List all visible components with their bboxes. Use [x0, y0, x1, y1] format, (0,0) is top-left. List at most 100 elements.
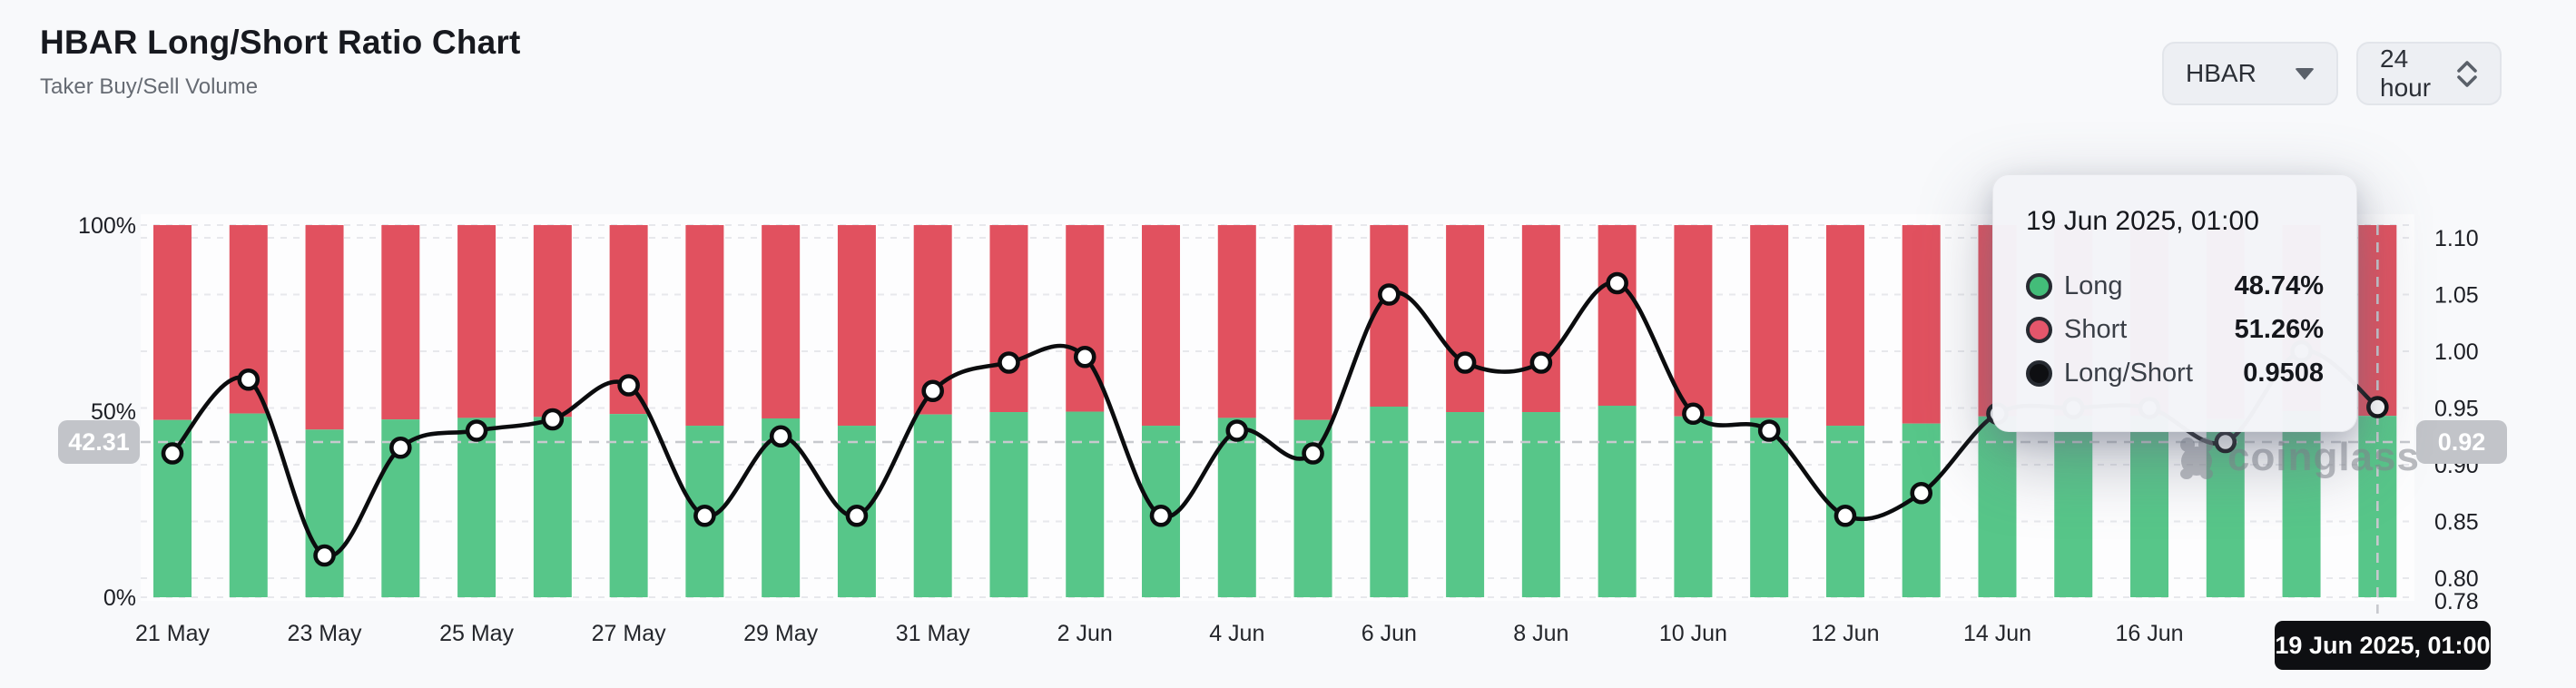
chart-header: HBAR Long/Short Ratio Chart Taker Buy/Se…: [40, 24, 521, 100]
bar-short[interactable]: [989, 225, 1028, 413]
bar-long[interactable]: [533, 417, 572, 597]
bar-long[interactable]: [305, 429, 344, 597]
tooltip-row-short: Short 51.26%: [2026, 315, 2324, 345]
ratio-marker[interactable]: [1378, 283, 1401, 306]
chart-controls: HBAR 24 hour: [2162, 42, 2502, 105]
bar-short[interactable]: [1674, 225, 1713, 417]
bar-long[interactable]: [1370, 406, 1409, 597]
bar-long[interactable]: [1978, 416, 2017, 597]
bar-short[interactable]: [1902, 225, 1941, 424]
x-axis-label: 2 Jun: [1057, 621, 1113, 646]
x-axis-label: 27 May: [592, 621, 666, 646]
bar-long[interactable]: [1674, 416, 1713, 597]
short-dot-icon: [2026, 317, 2052, 343]
ratio-marker[interactable]: [1910, 481, 1933, 505]
right-axis-tick: 1.00: [2434, 339, 2479, 365]
x-axis-label: 4 Jun: [1209, 621, 1264, 646]
ratio-marker[interactable]: [845, 504, 869, 527]
tooltip-row-long: Long 48.74%: [2026, 271, 2324, 301]
bar-short[interactable]: [457, 225, 497, 418]
bar-long[interactable]: [1217, 418, 1256, 597]
ratio-marker[interactable]: [921, 379, 944, 403]
ratio-marker[interactable]: [1225, 419, 1249, 442]
ratio-marker[interactable]: [1149, 504, 1173, 527]
bar-short[interactable]: [1370, 225, 1409, 407]
ratio-marker[interactable]: [1529, 351, 1553, 374]
ratio-marker[interactable]: [161, 442, 184, 465]
symbol-select[interactable]: HBAR: [2162, 42, 2338, 105]
right-axis-tick: 1.10: [2434, 226, 2479, 251]
bar-long[interactable]: [1446, 412, 1485, 597]
bar-short[interactable]: [533, 225, 572, 418]
ratio-marker[interactable]: [2214, 430, 2237, 454]
bar-short[interactable]: [1598, 225, 1637, 407]
interval-select-value: 24 hour: [2380, 44, 2432, 102]
right-axis-tick: 0.95: [2434, 397, 2479, 422]
tooltip-short-label: Short: [2064, 315, 2128, 344]
bar-short[interactable]: [837, 225, 876, 427]
x-axis-label: 31 May: [896, 621, 970, 646]
left-axis-tick: 0%: [103, 585, 136, 611]
ratio-marker[interactable]: [541, 408, 565, 431]
bar-long[interactable]: [1598, 406, 1637, 597]
ratio-marker[interactable]: [769, 425, 792, 448]
tooltip-title: 19 Jun 2025, 01:00: [2026, 206, 2259, 236]
chart-tooltip: 19 Jun 2025, 01:00 Long 48.74% Short 51.…: [1992, 174, 2357, 432]
tooltip-long-value: 48.74%: [2234, 271, 2324, 300]
bar-short[interactable]: [1293, 225, 1332, 420]
bar-long[interactable]: [229, 413, 268, 597]
ratio-marker[interactable]: [1757, 419, 1781, 442]
ratio-marker[interactable]: [313, 544, 336, 567]
tooltip-rows: Long 48.74% Short 51.26% Long/Short 0.95…: [2026, 271, 2324, 388]
ratio-dot-icon: [2026, 360, 2052, 387]
ratio-marker[interactable]: [1302, 442, 1324, 465]
ratio-marker[interactable]: [693, 504, 716, 527]
long-dot-icon: [2026, 273, 2052, 300]
x-axis-label: 16 Jun: [2115, 621, 2183, 646]
chevron-down-icon: [2295, 67, 2315, 80]
bar-long[interactable]: [609, 414, 648, 597]
bar-short[interactable]: [1217, 225, 1256, 418]
bar-long[interactable]: [913, 414, 952, 597]
symbol-select-value: HBAR: [2186, 59, 2256, 87]
bar-short[interactable]: [1446, 225, 1485, 413]
bar-short[interactable]: [1066, 225, 1105, 412]
crosshair-left-badge: 42.31: [58, 420, 140, 464]
bar-long[interactable]: [1521, 412, 1560, 597]
bar-long[interactable]: [2054, 416, 2093, 597]
x-axis-label: 8 Jun: [1513, 621, 1568, 646]
bar-long[interactable]: [457, 418, 497, 597]
ratio-marker[interactable]: [1606, 271, 1628, 295]
tooltip-ratio-value: 0.9508: [2243, 359, 2324, 388]
bar-short[interactable]: [381, 225, 420, 420]
ratio-marker[interactable]: [1834, 504, 1857, 527]
bar-long[interactable]: [2130, 416, 2169, 597]
bar-short[interactable]: [153, 225, 192, 420]
bar-short[interactable]: [685, 225, 724, 427]
bar-long[interactable]: [1750, 418, 1789, 597]
ratio-marker[interactable]: [1073, 345, 1096, 369]
ratio-marker[interactable]: [465, 419, 488, 442]
ratio-marker[interactable]: [1453, 351, 1477, 374]
ratio-marker[interactable]: [998, 351, 1020, 374]
x-axis-label: 23 May: [288, 621, 362, 646]
bar-short[interactable]: [1142, 225, 1181, 427]
ratio-marker[interactable]: [237, 368, 261, 391]
bar-short[interactable]: [1825, 225, 1864, 427]
ratio-marker[interactable]: [1682, 402, 1705, 426]
interval-select[interactable]: 24 hour: [2356, 42, 2502, 105]
bar-short[interactable]: [1521, 225, 1560, 413]
bar-short[interactable]: [1750, 225, 1789, 418]
x-axis-label: 10 Jun: [1659, 621, 1727, 646]
bar-short[interactable]: [762, 225, 801, 418]
ratio-marker[interactable]: [617, 374, 640, 397]
bar-long[interactable]: [989, 412, 1028, 597]
right-axis-tick: 1.05: [2434, 283, 2479, 309]
bar-long[interactable]: [762, 418, 801, 597]
bar-long[interactable]: [1902, 423, 1941, 597]
bar-long[interactable]: [1066, 411, 1105, 597]
ratio-marker[interactable]: [2366, 396, 2389, 418]
tooltip-row-ratio: Long/Short 0.9508: [2026, 359, 2324, 388]
bar-short[interactable]: [305, 225, 344, 430]
ratio-marker[interactable]: [389, 436, 412, 459]
